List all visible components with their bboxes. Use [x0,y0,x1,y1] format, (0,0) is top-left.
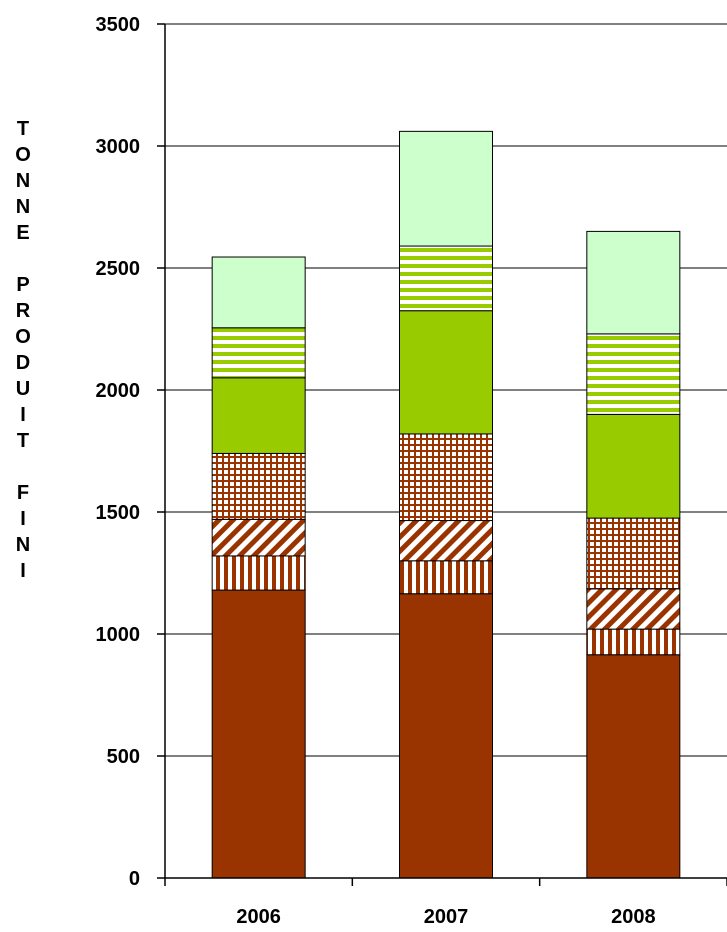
y-tick-labels: 0 500 1000 1500 2000 2500 3000 3500 [96,14,141,890]
y-axis-label-letter: P [16,274,29,296]
y-tick-label: 500 [107,746,140,768]
bar-segment-2006-1 [211,589,306,879]
axes [157,23,727,886]
bar-segment-2007-3 [399,520,493,562]
bar-segment-2008-7 [586,230,681,335]
bar-segment-2008-6 [586,333,681,415]
y-axis-label-letter: D [16,352,30,374]
bar-segment-2007-6 [399,245,493,312]
y-axis-label-letter: E [16,222,29,244]
y-tick-label: 2000 [96,380,141,402]
y-axis-label-letter: N [16,196,30,218]
bar-segment-2006-2 [211,555,306,591]
y-axis-label-letter: I [20,508,26,530]
y-axis-label-letter: I [20,404,26,426]
y-tick-label: 0 [129,868,140,890]
bar-segment-2006-5 [211,377,306,454]
y-axis-label-letter: R [16,300,31,322]
y-axis-label-letter: N [16,534,30,556]
bar-segment-2008-5 [586,413,681,519]
x-tick-label: 2008 [611,906,656,928]
bar-segment-2006-3 [211,518,306,557]
bar-segment-2008-4 [586,517,681,590]
bar-segment-2007-4 [399,433,493,522]
bar-segment-2008-3 [586,588,681,630]
y-axis-label-letter: U [16,378,30,400]
y-axis-label-letter: O [15,326,31,348]
bar-segment-2007-1 [399,593,493,879]
y-axis-label-letter: N [16,170,30,192]
y-axis-label-letter: T [17,430,29,452]
x-tick-label: 2007 [424,906,469,928]
bar-segment-2008-2 [586,628,681,656]
y-axis-label-letter: F [17,482,29,504]
bars [211,130,681,879]
bar-segment-2007-5 [399,310,493,435]
x-tick-labels: 2006 2007 2008 [236,906,655,928]
y-tick-label: 1500 [96,502,141,524]
bar-segment-2006-6 [211,327,306,379]
y-axis-label-letter: T [17,118,29,140]
y-tick-label: 2500 [96,258,141,280]
x-tick-label: 2006 [236,906,281,928]
y-tick-label: 1000 [96,624,141,646]
bar-segment-2008-1 [586,654,681,879]
y-tick-label: 3500 [96,14,141,36]
y-axis-label-letter: I [20,560,26,582]
bar-segment-2007-7 [399,130,493,247]
y-axis-label-letter: O [15,144,31,166]
bar-segment-2006-4 [211,452,306,520]
bar-segment-2007-2 [399,560,493,595]
bar-segment-2006-7 [211,256,306,329]
y-tick-label: 3000 [96,136,141,158]
